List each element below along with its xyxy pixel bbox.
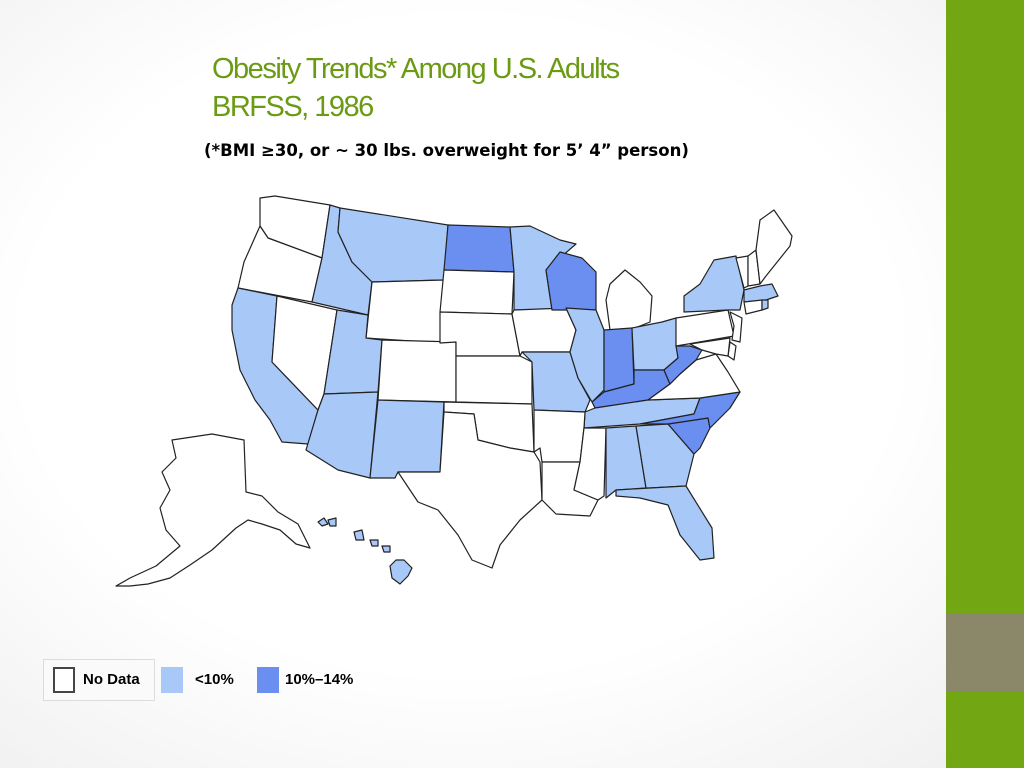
- state-WY: [365, 279, 445, 344]
- state-RI: [761, 299, 769, 311]
- state-MD: [689, 337, 731, 357]
- legend-swatch-no-data: [53, 667, 75, 693]
- state-NY: [683, 255, 745, 313]
- bmi-footnote: (*BMI ≥30, or ~ 30 lbs. overweight for 5…: [204, 141, 689, 160]
- legend-swatch-lt10: [161, 667, 183, 693]
- legend-swatch-10-14: [257, 667, 279, 693]
- state-SD: [439, 269, 515, 315]
- state-AZ: [305, 391, 379, 479]
- legend-label-no-data: No Data: [83, 671, 140, 688]
- state-AK: [115, 433, 311, 587]
- state-TX: [397, 411, 543, 569]
- us-states-map: [115, 195, 793, 587]
- sidebar-accent-middle: [946, 614, 1024, 691]
- state-AR: [533, 409, 586, 463]
- state-HI-lanai: [381, 545, 391, 553]
- slide-title: Obesity Trends* Among U.S. Adults BRFSS,…: [212, 50, 772, 126]
- state-CT: [743, 299, 763, 315]
- state-NM: [369, 399, 445, 479]
- legend-label-lt10: <10%: [195, 671, 234, 688]
- title-line-1: Obesity Trends* Among U.S. Adults: [212, 53, 620, 85]
- state-NJ: [729, 311, 743, 343]
- state-HI-maui: [353, 529, 365, 541]
- legend-label-10-14: 10%–14%: [285, 671, 354, 688]
- sidebar-accent-top: [946, 0, 1024, 614]
- state-NC: [639, 391, 741, 429]
- state-PA: [675, 309, 735, 347]
- state-KS: [455, 355, 533, 405]
- state-MA: [743, 283, 779, 303]
- state-ND: [443, 224, 515, 273]
- state-HI-molokai: [369, 539, 379, 547]
- state-MI: [605, 269, 653, 331]
- state-CO: [377, 339, 457, 403]
- sidebar-accent-bottom: [946, 691, 1024, 768]
- title-line-2: BRFSS, 1986: [212, 91, 374, 123]
- state-HI-oahu: [327, 517, 337, 527]
- state-ME: [755, 209, 793, 285]
- state-IA: [511, 307, 577, 357]
- state-FL: [615, 485, 715, 561]
- state-IN: [603, 327, 635, 393]
- state-HI: [317, 517, 329, 527]
- state-HI-big: [389, 559, 413, 585]
- map-legend: No Data <10% 10%–14%: [43, 659, 373, 701]
- state-WI: [545, 251, 597, 311]
